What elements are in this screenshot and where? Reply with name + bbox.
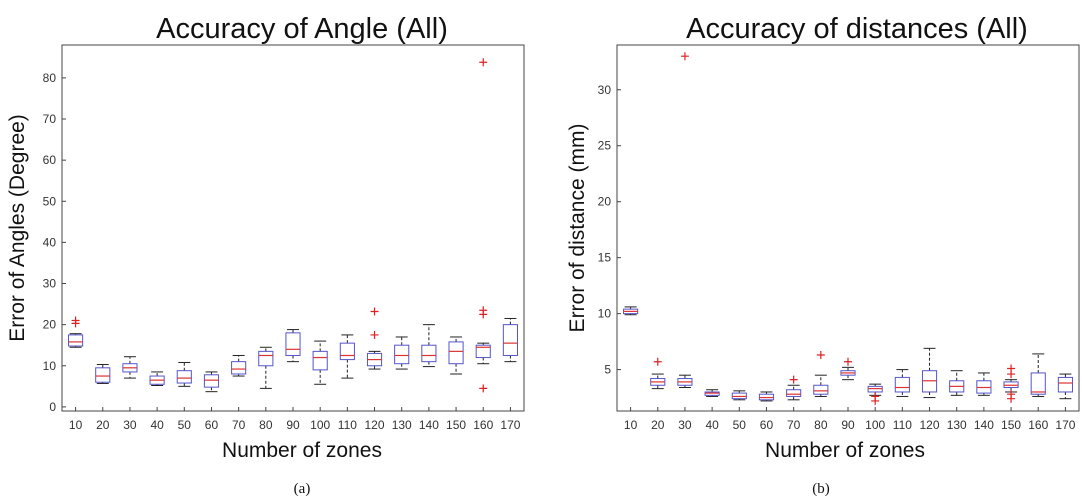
panel-angle: Accuracy of Angle (All) Number of zones … bbox=[6, 13, 525, 497]
x-tick-label: 10 bbox=[624, 418, 638, 432]
chart-title-distance: Accuracy of distances (All) bbox=[686, 13, 1028, 45]
x-tick-label: 100 bbox=[865, 418, 885, 432]
x-tick-label: 160 bbox=[1028, 418, 1048, 432]
outlier-point bbox=[653, 357, 662, 366]
x-tick-label: 170 bbox=[1055, 418, 1075, 432]
x-tick-label: 70 bbox=[232, 418, 246, 432]
panel-distance: Accuracy of distances (All) Number of zo… bbox=[566, 13, 1080, 497]
x-tick-label: 20 bbox=[651, 418, 665, 432]
outlier-point bbox=[479, 384, 488, 393]
y-tick-label: 20 bbox=[598, 195, 612, 209]
y-tick-label: 70 bbox=[43, 112, 57, 126]
x-tick-label: 60 bbox=[205, 418, 219, 432]
y-tick-label: 20 bbox=[43, 318, 57, 332]
outlier-point bbox=[871, 392, 880, 401]
box-iqr bbox=[502, 324, 518, 356]
outlier-point bbox=[844, 357, 852, 366]
outlier-point bbox=[71, 316, 80, 325]
x-axis-label-angle: Number of zones bbox=[222, 439, 382, 462]
plot-area-angle bbox=[61, 44, 525, 412]
x-tick-label: 130 bbox=[947, 418, 967, 432]
box-iqr bbox=[475, 344, 491, 359]
x-tick-label: 30 bbox=[678, 418, 692, 432]
y-tick-label: 5 bbox=[604, 363, 611, 377]
outlier-point bbox=[789, 375, 798, 384]
x-tick-label: 80 bbox=[259, 418, 273, 432]
y-tick-label: 10 bbox=[43, 359, 57, 373]
x-tick-label: 130 bbox=[392, 418, 412, 432]
box-iqr bbox=[786, 389, 802, 397]
caption-b: (b) bbox=[812, 481, 830, 497]
x-tick-label: 80 bbox=[814, 418, 828, 432]
x-tick-label: 120 bbox=[920, 418, 940, 432]
y-tick-label: 80 bbox=[43, 71, 57, 85]
x-tick-label: 110 bbox=[893, 418, 912, 432]
y-tick-label: 50 bbox=[43, 194, 57, 208]
x-tick-label: 70 bbox=[787, 418, 801, 432]
x-tick-label: 150 bbox=[446, 418, 466, 432]
box-iqr bbox=[394, 344, 410, 365]
y-tick-label: 30 bbox=[43, 277, 57, 291]
x-tick-label: 30 bbox=[123, 418, 137, 432]
box-iqr bbox=[312, 350, 328, 371]
x-tick-label: 50 bbox=[178, 418, 192, 432]
x-tick-label: 20 bbox=[96, 418, 110, 432]
outlier-point bbox=[816, 351, 825, 360]
box-iqr bbox=[68, 334, 84, 347]
x-tick-label: 110 bbox=[338, 418, 357, 432]
y-tick-label: 40 bbox=[43, 235, 57, 249]
outlier-point bbox=[479, 58, 488, 67]
x-tick-label: 170 bbox=[500, 418, 520, 432]
x-tick-label: 90 bbox=[841, 418, 855, 432]
box-iqr bbox=[894, 376, 910, 393]
y-tick-label: 30 bbox=[598, 83, 612, 97]
box-iqr bbox=[339, 342, 355, 361]
plot-area-distance bbox=[616, 44, 1080, 412]
box-iqr bbox=[231, 361, 247, 375]
outlier-point bbox=[1007, 364, 1016, 373]
y-axis-label-angle: Error of Angles (Degree) bbox=[6, 114, 29, 342]
box-marks-distance: 5 10 15 20 25 30 10 20 30 40 50 60 70 80 90 100 110 120 13… bbox=[598, 52, 1076, 432]
x-tick-label: 160 bbox=[473, 418, 493, 432]
box-marks-angle: 0 10 20 30 40 50 60 70 80 10 20 30 40 50 60 70 80 90 100 11… bbox=[43, 58, 521, 432]
x-tick-label: 50 bbox=[733, 418, 747, 432]
box-iqr bbox=[176, 370, 192, 384]
caption-a: (a) bbox=[294, 481, 311, 497]
box-iqr bbox=[421, 344, 437, 363]
box-iqr bbox=[448, 341, 464, 365]
outlier-point bbox=[370, 307, 379, 316]
y-tick-label: 10 bbox=[598, 307, 612, 321]
y-tick-label: 15 bbox=[598, 251, 612, 265]
outlier-point bbox=[680, 52, 689, 61]
x-tick-label: 140 bbox=[419, 418, 439, 432]
x-tick-label: 40 bbox=[150, 418, 164, 432]
y-tick-label: 25 bbox=[598, 139, 612, 153]
box-iqr bbox=[285, 332, 301, 356]
outlier-point bbox=[370, 330, 379, 339]
box-iqr bbox=[95, 367, 111, 383]
box-iqr bbox=[1030, 372, 1046, 395]
x-tick-label: 150 bbox=[1001, 418, 1021, 432]
y-axis-label-distance: Error of distance (mm) bbox=[566, 124, 589, 333]
y-tick-label: 0 bbox=[49, 400, 56, 414]
outlier-point bbox=[479, 306, 488, 315]
y-tick-label: 60 bbox=[43, 153, 57, 167]
chart-title-angle: Accuracy of Angle (All) bbox=[156, 13, 448, 45]
box-iqr bbox=[203, 374, 220, 388]
box-iqr bbox=[1057, 376, 1073, 393]
x-tick-label: 10 bbox=[69, 418, 83, 432]
x-tick-label: 100 bbox=[310, 418, 330, 432]
x-tick-label: 90 bbox=[286, 418, 300, 432]
box-iqr bbox=[258, 350, 274, 367]
x-tick-label: 40 bbox=[705, 418, 719, 432]
x-tick-label: 140 bbox=[974, 418, 994, 432]
box-iqr bbox=[813, 384, 829, 395]
outlier-point bbox=[1007, 390, 1016, 399]
x-tick-label: 60 bbox=[760, 418, 774, 432]
x-axis-label-distance: Number of zones bbox=[765, 439, 925, 462]
x-tick-label: 120 bbox=[365, 418, 385, 432]
